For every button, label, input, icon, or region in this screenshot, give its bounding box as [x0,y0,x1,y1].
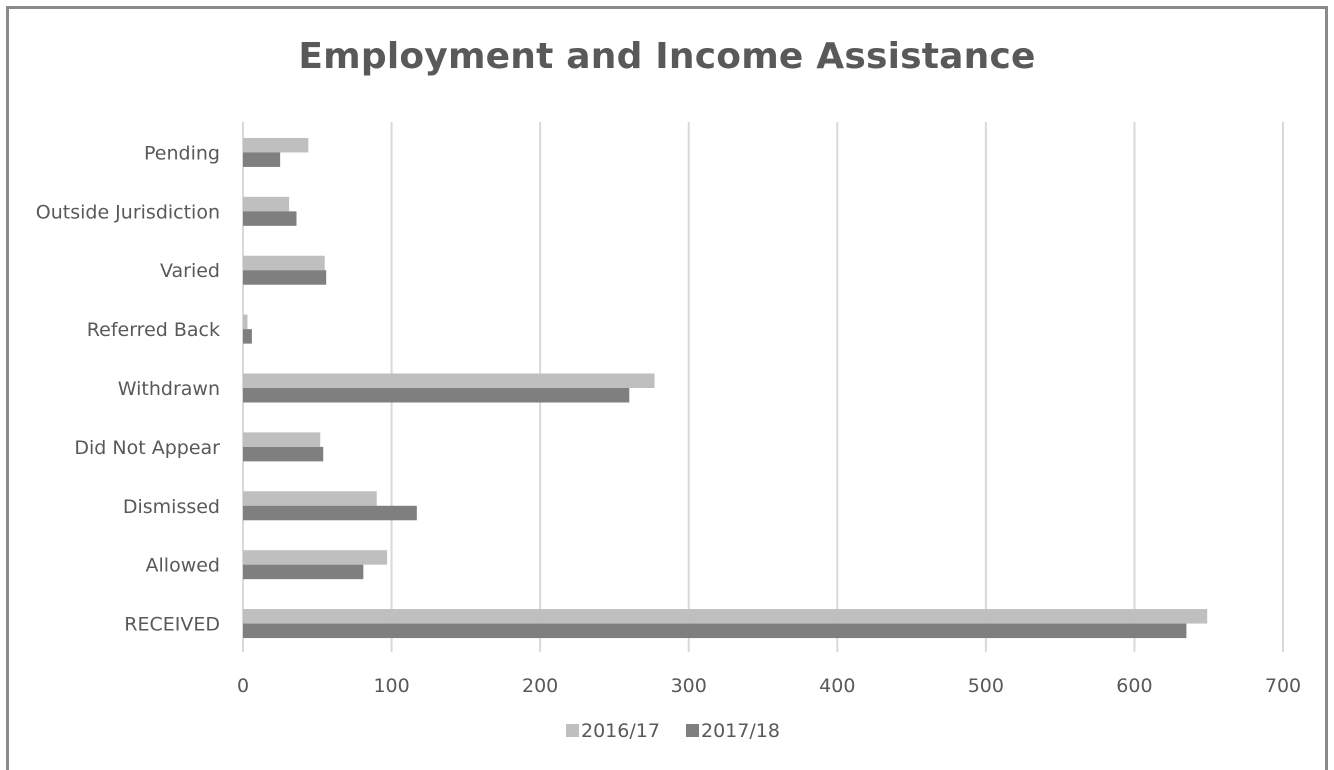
x-tick-labels: 0 100 200 300 400 500 600 700 [237,675,1301,697]
legend-label: 2017/18 [701,720,780,742]
bar-2016-17-allowed [243,550,388,565]
bar-2016-17-received [243,609,1208,624]
bar-2017-18-varied [243,270,327,285]
x-tick-label: 400 [819,675,855,697]
x-tick-label: 0 [237,675,249,697]
category-label: Varied [160,260,220,282]
legend-swatch-2017-18 [686,724,699,737]
bar-2016-17-pending [243,137,309,153]
legend-label: 2016/17 [581,720,660,742]
category-label: Referred Back [87,319,220,341]
category-label: Outside Jurisdiction [36,201,220,223]
bar-2016-17-referred-back [243,314,248,330]
bar-2016-17-did-not-appear [243,432,321,447]
x-tick-label: 200 [522,675,558,697]
bar-2016-17-outside-jurisdiction [243,196,290,212]
bar-2017-18-received [243,623,1187,639]
chart-frame [6,6,1328,770]
category-label: Withdrawn [118,378,220,400]
x-tick-label: 100 [373,675,409,697]
x-tick-label: 700 [1265,675,1301,697]
category-label: Dismissed [123,496,220,518]
bar-2017-18-dismissed [243,505,417,521]
legend-swatch-2016-17 [566,724,579,737]
category-label: RECEIVED [124,614,220,636]
bar-2017-18-withdrawn [243,388,630,403]
bar-2016-17-withdrawn [243,373,655,388]
bar-2017-18-did-not-appear [243,446,324,462]
x-tick-label: 500 [968,675,1004,697]
x-tick-label: 600 [1116,675,1152,697]
category-label: Allowed [146,555,220,577]
bar-2017-18-outside-jurisdiction [243,211,297,226]
bar-2017-18-referred-back [243,329,252,344]
category-labels: RECEIVED Allowed Dismissed Did Not Appear Wi… [36,142,220,635]
bar-2016-17-dismissed [243,491,377,506]
x-tick-label: 300 [671,675,707,697]
legend: 2016/17 2017/18 [566,720,780,742]
bar-2017-18-pending [243,152,281,167]
category-label: Did Not Appear [74,437,220,459]
bars [243,137,1208,639]
bar-2017-18-allowed [243,564,364,580]
bar-2016-17-varied [243,255,325,271]
chart-title: Employment and Income Assistance [298,36,1036,77]
category-label: Pending [144,142,220,164]
